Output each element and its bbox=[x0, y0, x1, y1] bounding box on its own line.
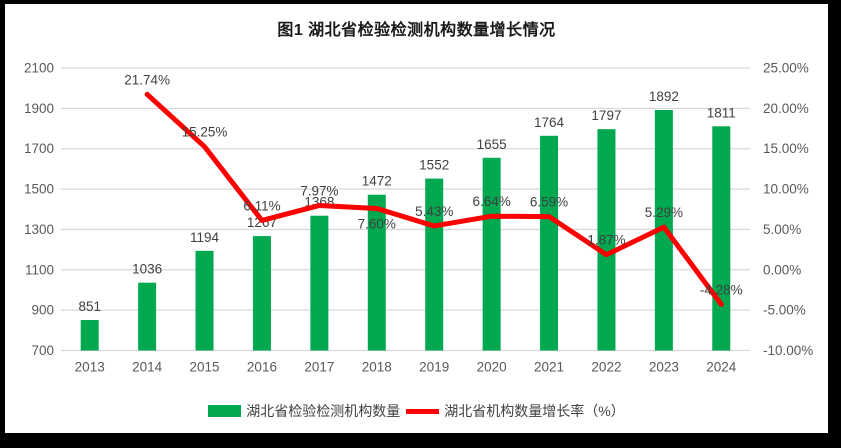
chart-area: 图1 湖北省检验检测机构数量增长情况 2100 25.00% 1900 20.00% 1… bbox=[5, 4, 828, 433]
x-axis-tick: 2022 bbox=[591, 360, 621, 375]
line-value-label: 21.74% bbox=[124, 72, 170, 87]
y-axis-left-tick: 1900 bbox=[24, 101, 54, 116]
bar-value-label: 1472 bbox=[362, 174, 392, 189]
bar-value-label: 1892 bbox=[649, 89, 679, 104]
y-axis-left-tick: 900 bbox=[31, 303, 54, 318]
y-axis-right-tick: 10.00% bbox=[763, 182, 809, 197]
x-axis-tick: 2016 bbox=[247, 360, 277, 375]
y-axis-left-tick: 700 bbox=[31, 343, 54, 358]
x-axis-tick: 2019 bbox=[419, 360, 449, 375]
line-value-label: -4.28% bbox=[700, 282, 743, 297]
x-axis-tick: 2013 bbox=[75, 360, 105, 375]
plot-canvas: 2100 25.00% 1900 20.00% 1700 15.00% 1500 10.00%… bbox=[24, 61, 813, 375]
bar-value-label: 1764 bbox=[534, 115, 565, 130]
bar bbox=[712, 126, 731, 351]
bar bbox=[310, 215, 329, 351]
bar bbox=[367, 194, 386, 351]
legend-item-bars: 湖北省检验检测机构数量 bbox=[208, 401, 400, 421]
line-series-label: 湖北省机构数量增长率（%） bbox=[444, 403, 625, 419]
line-value-label: 15.25% bbox=[182, 125, 228, 140]
line-value-label: 6.59% bbox=[530, 195, 568, 210]
legend: 湖北省检验检测机构数量 湖北省机构数量增长率（%） bbox=[5, 401, 828, 421]
line-value-label: 6.11% bbox=[243, 198, 280, 213]
x-axis-tick: 2020 bbox=[477, 360, 507, 375]
y-axis-right-tick: -10.00% bbox=[763, 343, 813, 358]
bar-value-label: 1552 bbox=[419, 158, 449, 173]
bar-series-swatch bbox=[208, 405, 242, 417]
y-axis-right-tick: 5.00% bbox=[763, 222, 801, 237]
line-value-label: 7.97% bbox=[300, 183, 338, 198]
bar bbox=[425, 178, 444, 351]
y-axis-left-tick: 1500 bbox=[24, 182, 54, 197]
line-value-label: 7.60% bbox=[358, 216, 396, 231]
y-axis-left-tick: 1100 bbox=[25, 262, 54, 277]
x-axis-tick: 2021 bbox=[534, 360, 564, 375]
x-axis-tick: 2024 bbox=[706, 360, 737, 375]
bar-value-label: 1655 bbox=[477, 137, 507, 152]
growth-rate-line bbox=[144, 91, 724, 307]
bar bbox=[80, 320, 99, 351]
y-axis-right-tick: -5.00% bbox=[763, 303, 806, 318]
y-axis-left-tick: 1300 bbox=[24, 222, 54, 237]
bar bbox=[138, 282, 157, 351]
bar-value-label: 1797 bbox=[591, 108, 621, 123]
y-axis-right-tick: 20.00% bbox=[763, 101, 809, 116]
y-axis-right-tick: 25.00% bbox=[763, 61, 809, 76]
bar bbox=[540, 135, 559, 351]
bar-value-label: 1811 bbox=[707, 105, 736, 120]
bar bbox=[597, 129, 616, 351]
line-series-swatch bbox=[406, 408, 440, 414]
y-axis-right-tick: 0.00% bbox=[763, 262, 801, 277]
bar bbox=[252, 236, 271, 351]
bar bbox=[195, 250, 214, 351]
y-axis-right-tick: 15.00% bbox=[763, 141, 809, 156]
bar-value-label: 1194 bbox=[190, 230, 220, 245]
y-axis-left-tick: 1700 bbox=[24, 141, 54, 156]
x-axis-tick: 2018 bbox=[362, 360, 392, 375]
bar bbox=[482, 157, 501, 351]
line-value-label: 6.64% bbox=[472, 194, 510, 209]
y-axis-left-tick: 2100 bbox=[24, 61, 54, 76]
x-axis-tick: 2015 bbox=[190, 360, 220, 375]
chart-title: 图1 湖北省检验检测机构数量增长情况 bbox=[277, 22, 556, 39]
x-axis-tick: 2017 bbox=[304, 360, 334, 375]
bar-series-label: 湖北省检验检测机构数量 bbox=[246, 403, 401, 419]
line-value-label: 5.43% bbox=[415, 204, 453, 219]
bar-value-label: 851 bbox=[78, 299, 101, 314]
legend-item-line: 湖北省机构数量增长率（%） bbox=[406, 401, 625, 421]
line-value-label: 1.87% bbox=[587, 233, 625, 248]
x-axis-tick: 2014 bbox=[132, 360, 163, 375]
bar-value-label: 1036 bbox=[132, 262, 162, 277]
line-value-label: 5.29% bbox=[645, 205, 683, 220]
x-axis-tick: 2023 bbox=[649, 360, 679, 375]
